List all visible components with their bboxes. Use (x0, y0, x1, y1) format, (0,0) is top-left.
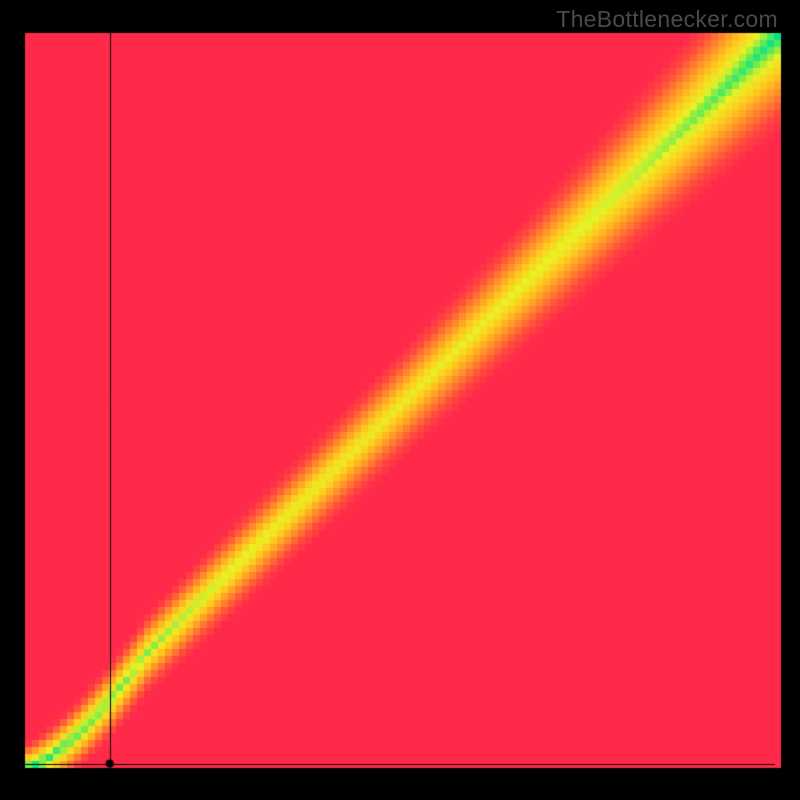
chart-container: TheBottlenecker.com (0, 0, 800, 800)
watermark-text: TheBottlenecker.com (556, 6, 778, 33)
bottleneck-heatmap-canvas (0, 0, 800, 800)
